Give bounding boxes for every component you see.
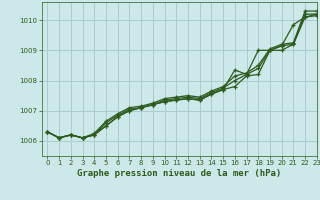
X-axis label: Graphe pression niveau de la mer (hPa): Graphe pression niveau de la mer (hPa)	[77, 169, 281, 178]
